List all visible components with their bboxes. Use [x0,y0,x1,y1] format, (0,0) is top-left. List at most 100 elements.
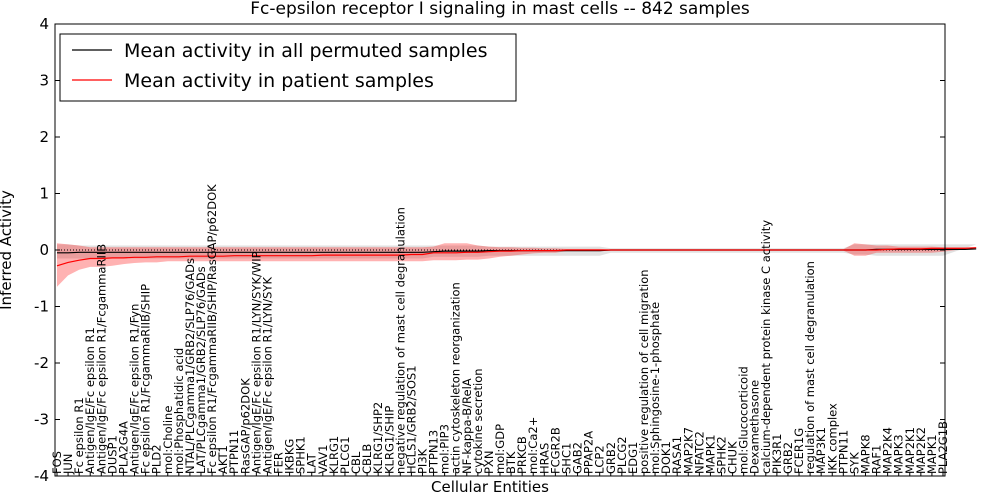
x-tick-label: mol:Glucocorticoid [737,366,751,474]
x-tick-label: Fc epsilon R1/FcgammaRIIB/SHIP [139,284,153,474]
x-tick-label: LAT/PLCgamma1/GRB2/SLP76/GADs [194,266,208,474]
chart-title: Fc-epsilon receptor I signaling in mast … [250,0,750,19]
x-tick-label: negative regulation of mast cell degranu… [393,207,407,474]
x-tick-label: PI3K [416,448,430,474]
x-tick-label: MAPK3 [892,434,906,474]
y-tick-label: 4 [39,15,49,33]
y-tick-label: -1 [34,298,49,316]
x-tick-label: mol:Choline [161,406,175,474]
x-tick-label: FCGR2B [548,427,562,474]
legend-box [59,33,517,102]
x-tick-label: cytokine secretion [471,368,485,474]
x-tick-label: NF-kappa-B/RelA [460,378,474,474]
x-tick-label: RASA1 [670,436,684,474]
x-tick-label: MAPK1 [703,434,717,474]
x-tick-label: HCLS1/GRB2/SOS1 [404,365,418,474]
x-tick-label: Antigen/IgE/Fc epsilon R1/LYN/SYK/WIP [249,251,263,474]
x-tick-label: Dexamethasone [748,380,762,474]
y-axis: -4 -3 -2 -1 0 1 2 3 4 [34,15,945,485]
x-tick-label: mol:Ca2+ [526,417,540,474]
x-tick-label: FCER1G [792,428,806,474]
y-tick-label: 0 [39,241,49,259]
x-tick-label: KLRG1 [327,436,341,474]
x-tick-label: MAP2K2 [914,427,928,474]
x-tick-label: mol:GDP [493,424,507,474]
x-tick-label: Fc epsilon R1 [72,397,86,474]
y-tick-label: -2 [34,354,49,372]
y-tick-label: -3 [34,411,49,429]
x-tick-label: mol:Sphingosine-1-phosphate [648,302,662,474]
legend: Mean activity in all permuted samples Me… [59,33,517,102]
x-tick-label: SPHK2 [715,436,729,474]
x-tick-label: Antigen/IgE/Fc epsilon R1/Fyn [128,304,142,474]
x-tick-label: actin cytoskeleton reorganization [449,282,463,474]
series-lines [56,247,977,267]
x-tick-label: MAP3K1 [814,427,828,474]
x-tick-label: LAT [305,452,319,474]
x-tick-label: CBLB [360,444,374,474]
x-tick-label: GAB2 [571,442,585,474]
x-tick-label: SPHK1 [294,436,308,474]
y-axis-label: Inferred Activity [0,190,15,310]
x-tick-label: Fc epsilon R1/FcgammaRIIB/SHIP/RasGAP/p6… [205,184,219,474]
x-tick-label: DOK1 [659,441,673,474]
x-tick-label: MAPK8 [859,434,873,474]
x-tick-label: MAP2K7 [681,427,695,474]
x-tick-label: Antigen/IgE/Fc epsilon R1/LYN/SYK [260,277,274,474]
x-tick-label: PPAP2A [582,431,596,474]
x-tick-label: PLCG2 [615,436,629,474]
x-tick-label: PLA2G4A [116,421,130,474]
x-tick-label: PXN [482,451,496,474]
x-tick-label: PIK3R1 [770,434,784,475]
x-tick-label: MAP2K4 [881,427,895,474]
x-tick-label: Antigen/IgE/Fc epsilon R1/FcgammaRIIB [94,244,108,474]
x-tick-label: JUN [61,454,75,475]
x-tick-label: PTPN13 [427,430,441,474]
x-tick-label: VAV1 [316,445,330,474]
x-tick-label: regulation of mast cell degranulation [803,261,817,474]
x-tick-label: calcium-dependent protein kinase C activ… [759,220,773,474]
x-tick-label: AKT1 [216,445,230,474]
x-axis-label: Cellular Entities [431,478,549,496]
y-tick-label: 2 [39,128,49,146]
x-tick-label: SHC1 [560,443,574,474]
x-tick-label: MAPK1 [925,434,939,474]
x-tick-label: positive regulation of cell migration [637,269,651,474]
x-tick-label: LCP2 [593,445,607,474]
x-tick-label: KLRG1/SHIP [382,406,396,474]
legend-label-permuted: Mean activity in all permuted samples [124,40,487,62]
x-tick-label: HRAS [537,443,551,474]
x-tick-label: PTPN11 [227,430,241,474]
y-tick-label: -4 [34,467,49,485]
x-tick-label: PLA2G1B [936,421,950,474]
x-tick-label: PLD2 [150,444,164,474]
x-tick-label: GRB2 [781,442,795,474]
x-tick-label: EDG1 [626,442,640,474]
x-tick-label: PRKCB [515,436,529,474]
x-tick-label: FOS [50,451,64,474]
x-tick-label: FER [272,452,286,474]
x-tick-label: mol:Phosphatidic acid [172,348,186,474]
x-tick-label: IKBKG [283,439,297,474]
x-tick-label: CBL [349,451,363,474]
x-tick-label: RasGAP/p62DOK [238,378,252,474]
x-tick-label: PLCG1 [338,436,352,474]
x-tick-label: Antigen/IgE/Fc epsilon R1 [83,327,97,474]
x-tick-label: CHUK [726,441,740,474]
y-tick-label: 3 [39,72,49,90]
x-tick-label: DUSP1 [105,435,119,474]
x-tick-label: RAF1 [870,445,884,474]
x-tick-label: PTPN11 [836,430,850,474]
x-tick-label: MAP2K1 [903,427,917,474]
x-tick-label: NFATC2 [692,431,706,474]
x-tick-label: IKK complex [825,403,839,474]
y-tick-label: 1 [39,185,49,203]
patient-mean-line [56,247,977,267]
legend-label-patient: Mean activity in patient samples [124,70,434,92]
x-tick-label: NTAL/PLCgamma1/GRB2/SLP76/GADs [183,258,197,474]
x-tick-label: GRB2 [604,442,618,474]
x-tick-label: BTK [504,451,518,474]
x-tick-label: KLRG1/SHP2 [371,402,385,474]
